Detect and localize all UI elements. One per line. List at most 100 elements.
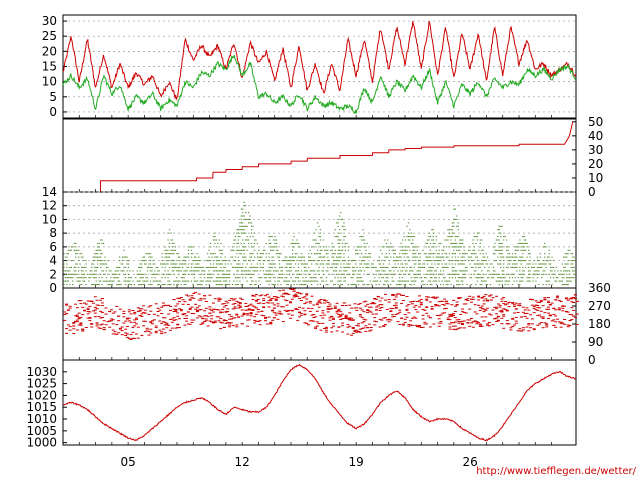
wind-speed-point [557,270,559,272]
wind-speed-point [511,263,514,265]
wind-speed-point [218,239,220,241]
wind-direction-point [249,303,253,305]
wind-speed-point [66,263,68,265]
wind-speed-point [406,266,408,268]
wind-speed-point [470,273,473,275]
wind-speed-point [287,263,289,265]
wind-direction-point [210,315,214,317]
wind-speed-point [445,284,448,286]
wind-direction-point [333,307,337,309]
wind-direction-point [348,319,352,321]
wind-speed-point [516,263,518,265]
wind-speed-point [327,266,329,268]
wind-direction-point [240,298,244,300]
wind-speed-point [333,256,335,258]
wind-speed-point [570,253,572,255]
wind-direction-point [264,295,267,297]
wind-direction-point [332,318,335,320]
wind-direction-point [511,303,515,305]
wind-speed-point [431,273,433,275]
wind-speed-point [149,284,152,286]
wind-direction-point [65,313,69,315]
wind-direction-point [357,323,361,325]
wind-speed-point [526,277,528,279]
wind-speed-point [208,273,210,275]
wind-speed-point [148,256,150,258]
wind-speed-point [217,280,219,282]
wind_speed-tick-label: 10 [42,212,57,226]
wind-direction-point [93,316,97,318]
wind-speed-point [523,236,525,238]
wind-speed-point [435,246,437,248]
wind-speed-point [371,263,373,265]
wind-direction-point [360,309,364,311]
wind-direction-point [74,321,78,323]
wind-speed-point [278,273,281,275]
wind-direction-point [543,312,547,314]
wind-speed-point [555,280,558,282]
wind-speed-point [190,270,193,272]
wind-speed-point [431,277,433,279]
wind-direction-point [77,324,81,326]
wind-direction-point [552,307,556,309]
wind-speed-point [143,263,146,265]
wind-direction-point [122,316,126,318]
wind-speed-point [514,260,517,262]
wind-speed-point [359,263,361,265]
wind-direction-point [147,330,151,332]
wind-speed-point [237,260,239,262]
wind-direction-point [235,313,239,315]
wind-speed-point [294,277,297,279]
wind-speed-point [240,270,242,272]
wind-direction-point [299,293,303,295]
wind-speed-point [83,277,86,279]
wind-speed-point [381,270,383,272]
wind-speed-point [101,260,103,262]
wind-speed-point [230,249,232,251]
wind-speed-point [475,270,477,272]
wind-direction-point [95,299,99,301]
wind-speed-point [78,280,80,282]
wind-speed-point [357,277,360,279]
wind-speed-point [67,253,69,255]
wind-direction-point [443,308,447,310]
wind-direction-point [219,298,223,300]
wind-speed-point [268,280,270,282]
wind-speed-point [413,273,415,275]
wind-speed-point [344,270,346,272]
wind-speed-point [459,242,461,244]
wind-speed-point [248,260,250,262]
wind-direction-point [328,308,332,310]
wind-speed-point [500,260,502,262]
wind-direction-point [204,320,208,322]
wind-speed-point [400,256,402,258]
wind-direction-point [301,307,305,309]
wind-speed-point [372,273,374,275]
wind-direction-point [410,303,414,305]
wind-speed-point [190,263,193,265]
wind-speed-point [170,260,172,262]
wind-direction-point [563,323,567,325]
wind-speed-point [421,266,423,268]
wind-direction-point [88,305,92,307]
wind-speed-point [274,284,276,286]
wind-speed-point [186,280,188,282]
wind-direction-point [154,332,158,334]
wind-speed-point [441,280,443,282]
wind-speed-point [259,253,261,255]
wind-speed-point [168,273,171,275]
wind-speed-point [154,273,156,275]
wind-speed-point [379,263,382,265]
wind-speed-point [378,277,380,279]
wind-speed-point [100,263,102,265]
wind-speed-point [401,266,404,268]
series-precip-cumulative-line [63,121,574,193]
wind-direction-point [559,326,563,328]
wind-speed-point [341,225,344,227]
wind-speed-point [542,260,544,262]
wind-speed-point [220,270,222,272]
wind-direction-point [235,300,239,302]
wind-direction-point [387,299,391,301]
wind-speed-point [78,266,80,268]
wind-speed-point [338,242,341,244]
